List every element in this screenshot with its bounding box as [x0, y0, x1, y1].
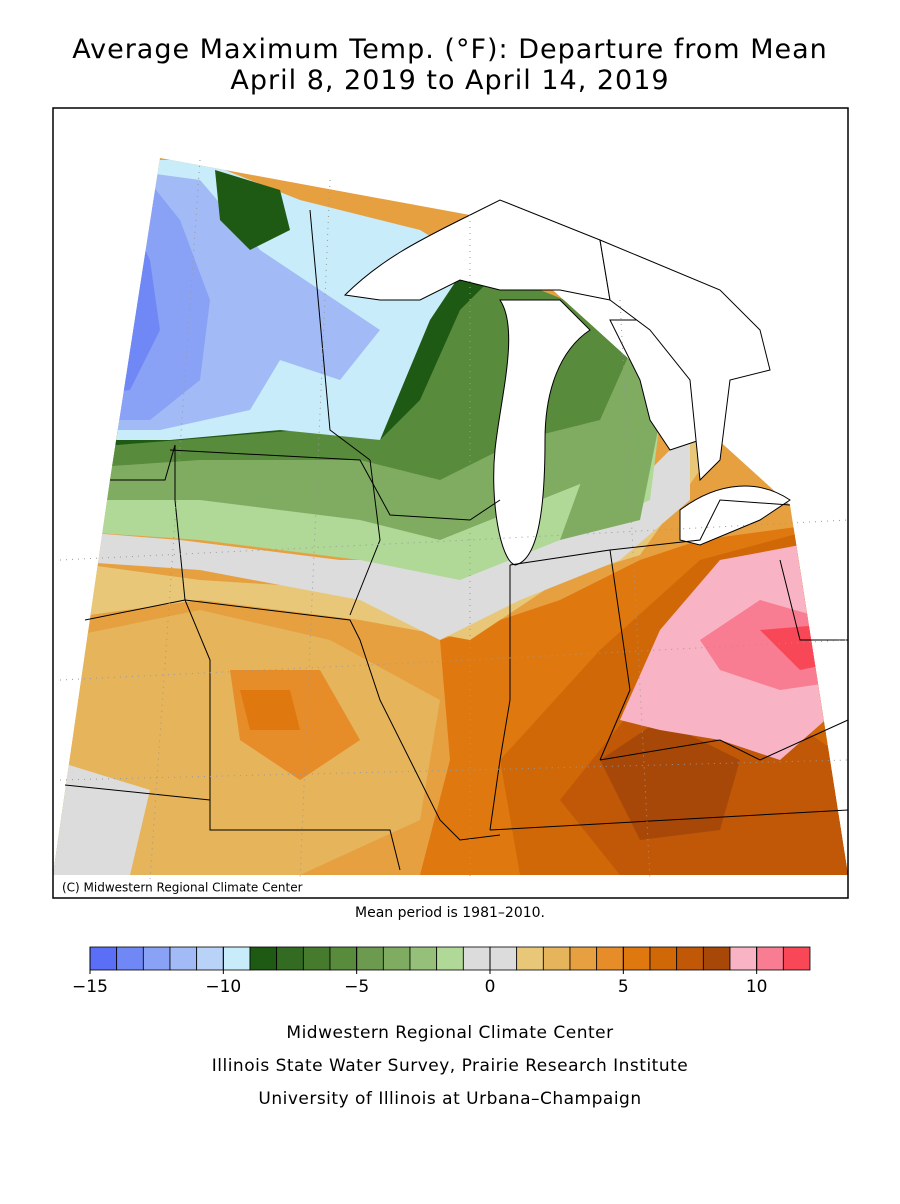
colorbar-bin [276, 946, 304, 971]
colorbar-bin [462, 946, 491, 971]
colorbar-bin [196, 946, 224, 971]
colorbar-bin [89, 946, 118, 971]
colorbar-tick-label: −5 [344, 977, 369, 997]
colorbar-bin [382, 946, 411, 971]
colorbar-bin [222, 946, 251, 971]
colorbar-bin [542, 946, 571, 971]
footer-line: Illinois State Water Survey, Prairie Res… [212, 1056, 688, 1076]
colorbar-tick-label: −15 [72, 977, 108, 997]
colorbar-bin [569, 946, 598, 971]
colorbar-bin [622, 946, 651, 971]
mean-period-note: Mean period is 1981–2010. [355, 905, 545, 921]
colorbar-bin [302, 946, 331, 971]
colorbar-bin [116, 946, 144, 971]
colorbar-tick-label: 5 [618, 977, 629, 997]
colorbar-bin [596, 946, 624, 971]
colorbar-tick-label: −10 [205, 977, 241, 997]
title-line: April 8, 2019 to April 14, 2019 [230, 65, 669, 96]
colorbar-tick-label: 0 [485, 977, 496, 997]
colorbar: −15 −10 −5 0 5 10 [72, 946, 811, 997]
colorbar-bin [436, 946, 464, 971]
map-credit: (C) Midwestern Regional Climate Center [62, 881, 303, 895]
colorbar-bin [676, 946, 704, 971]
footer-line: University of Illinois at Urbana–Champai… [258, 1089, 641, 1109]
title-line: Average Maximum Temp. (°F): Departure fr… [72, 34, 828, 65]
colorbar-tick-label: 10 [746, 977, 768, 997]
colorbar-bin [409, 946, 438, 971]
colorbar-bin [142, 946, 171, 971]
colorbar-bin [649, 946, 678, 971]
colorbar-bin [169, 946, 198, 971]
colorbar-bin [729, 946, 758, 971]
colorbar-bin [356, 946, 384, 971]
colorbar-bin [489, 946, 518, 971]
colorbar-bin [249, 946, 278, 971]
colorbar-bin [782, 946, 811, 971]
colorbar-bin [516, 946, 544, 971]
footer-line: Midwestern Regional Climate Center [286, 1023, 613, 1043]
colorbar-bin [756, 946, 784, 971]
colorbar-bin [329, 946, 358, 971]
map: (C) Midwestern Regional Climate Center [52, 107, 849, 899]
colorbar-bin [702, 946, 731, 971]
